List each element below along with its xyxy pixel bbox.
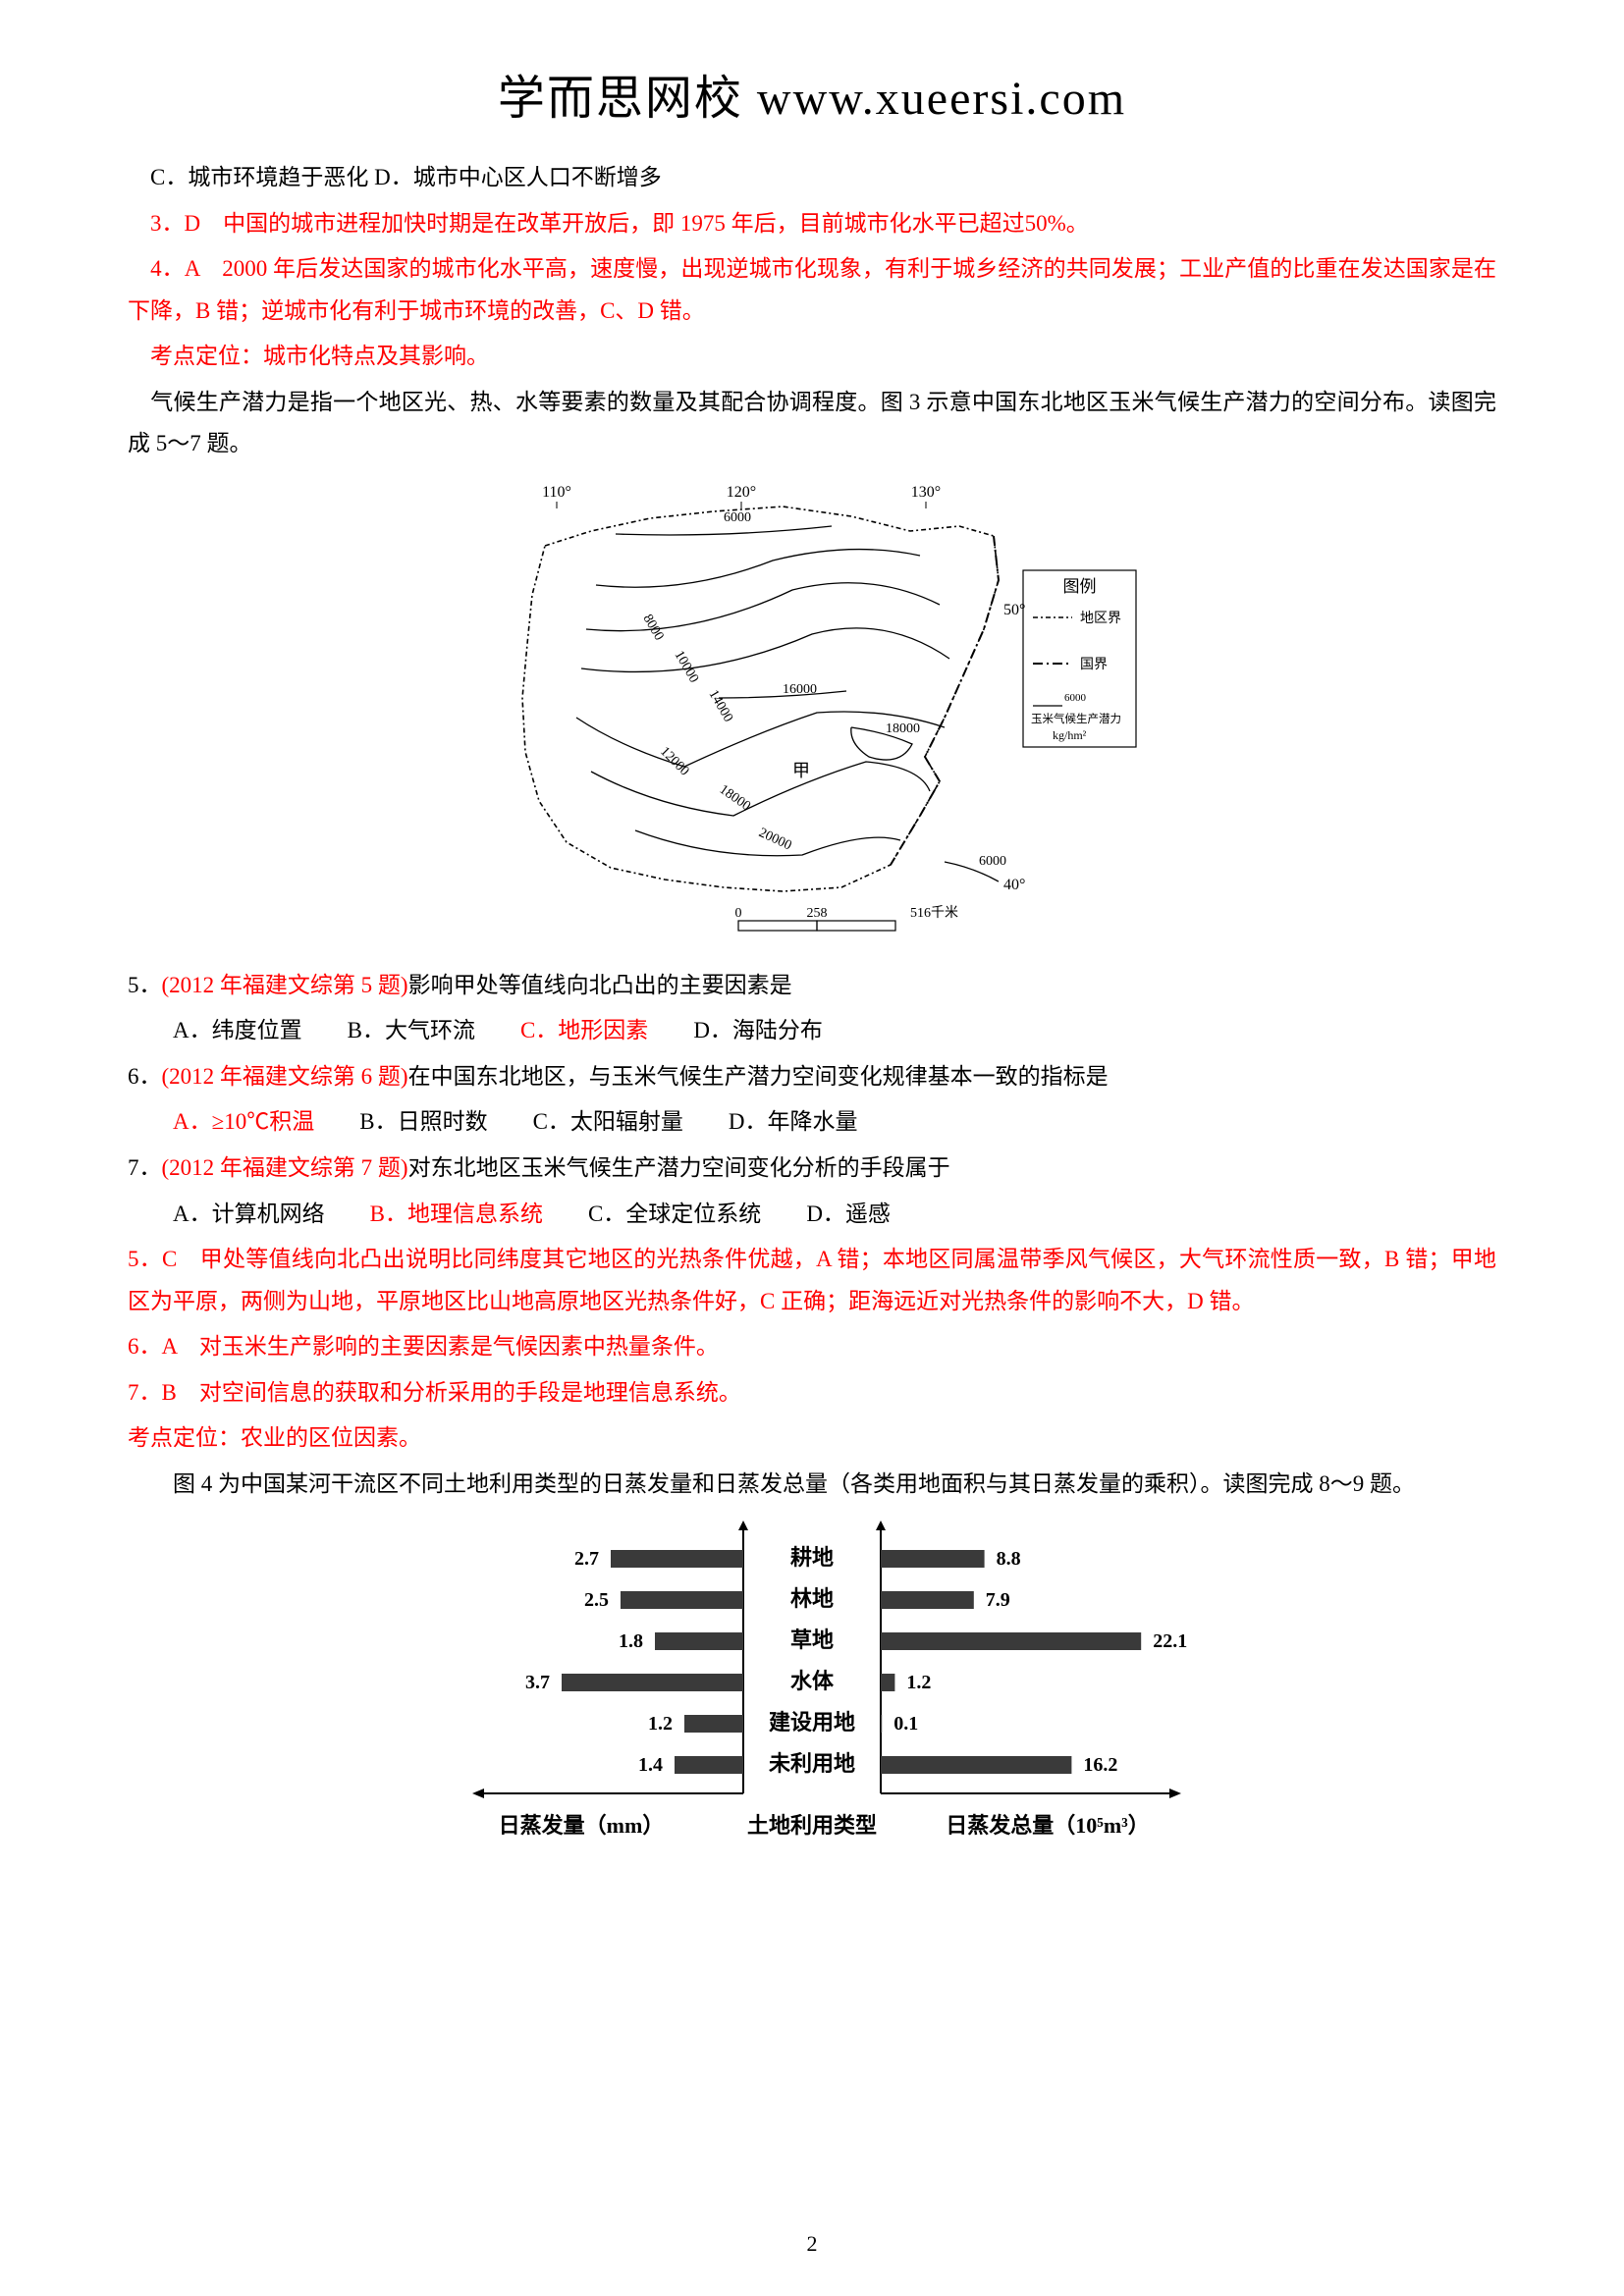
svg-text:1.2: 1.2 [648, 1713, 673, 1735]
q5-options: A．纬度位置 B．大气环流 C．地形因素 D．海陆分布 [128, 1010, 1496, 1052]
opt-d: D．城市中心区人口不断增多 [374, 165, 662, 189]
q5-b: B．大气环流 [348, 1018, 475, 1042]
bar-chart-svg: 耕地 2.7 8.8 林地 2.5 7.9 草地 1.8 22.1 水体 3.7 1.2 建设用地 1.2… [419, 1517, 1205, 1850]
q7-source: (2012 年福建文综第 7 题) [162, 1155, 408, 1180]
svg-text:国界: 国界 [1080, 658, 1108, 672]
svg-text:22.1: 22.1 [1153, 1630, 1187, 1652]
svg-text:林地: 林地 [790, 1586, 834, 1611]
svg-text:50°: 50° [1003, 602, 1025, 618]
q6-a: A．≥10℃积温 [173, 1109, 314, 1134]
q5-text: 影响甲处等值线向北凸出的主要因素是 [408, 973, 792, 997]
svg-text:2.7: 2.7 [574, 1548, 599, 1570]
q7-c: C．全球定位系统 [588, 1201, 761, 1226]
svg-text:土地利用类型: 土地利用类型 [747, 1813, 877, 1838]
svg-text:水体: 水体 [790, 1669, 835, 1693]
q5-prefix: 5． [128, 973, 162, 997]
svg-text:1.8: 1.8 [619, 1630, 643, 1652]
q7-a: A．计算机网络 [173, 1201, 325, 1226]
option-line-cd: C．城市环境趋于恶化 D．城市中心区人口不断增多 [128, 157, 1496, 199]
svg-text:20000: 20000 [756, 826, 793, 853]
svg-text:120°: 120° [727, 484, 756, 501]
page-number: 2 [807, 2231, 818, 2257]
svg-text:16000: 16000 [783, 682, 817, 697]
answer-7: 7．B 对空间信息的获取和分析采用的手段是地理信息系统。 [128, 1372, 1496, 1415]
q6-prefix: 6． [128, 1064, 162, 1089]
svg-text:2.5: 2.5 [584, 1589, 609, 1611]
svg-text:18000: 18000 [717, 782, 753, 814]
svg-text:8.8: 8.8 [997, 1548, 1021, 1570]
svg-text:日蒸发总量（10⁵m³）: 日蒸发总量（10⁵m³） [946, 1813, 1150, 1838]
answer-3: 3．D 中国的城市进程加快时期是在改革开放后，即 1975 年后，目前城市化水平… [128, 203, 1496, 245]
q6-text: 在中国东北地区，与玉米气候生产潜力空间变化规律基本一致的指标是 [408, 1064, 1109, 1089]
q6-d: D．年降水量 [729, 1109, 858, 1134]
svg-text:8000: 8000 [640, 612, 667, 643]
q5-d: D．海陆分布 [693, 1018, 823, 1042]
svg-text:14000: 14000 [706, 687, 735, 724]
svg-text:258: 258 [807, 906, 828, 921]
svg-text:18000: 18000 [886, 721, 920, 736]
kaodian-2: 考点定位：农业的区位因素。 [128, 1417, 1496, 1460]
svg-text:地区界: 地区界 [1080, 611, 1121, 626]
q5-c: C．地形因素 [520, 1018, 648, 1042]
answer-6: 6．A 对玉米生产影响的主要因素是气候因素中热量条件。 [128, 1326, 1496, 1368]
svg-text:16.2: 16.2 [1083, 1754, 1117, 1776]
svg-text:3.7: 3.7 [525, 1672, 550, 1693]
q7-prefix: 7． [128, 1155, 162, 1180]
svg-text:6000: 6000 [979, 854, 1006, 869]
svg-text:12000: 12000 [657, 744, 691, 778]
svg-text:130°: 130° [911, 484, 941, 501]
svg-text:草地: 草地 [790, 1628, 834, 1652]
q7-text: 对东北地区玉米气候生产潜力空间变化分析的手段属于 [408, 1155, 950, 1180]
map-svg: 110°120°130°50°40°6000800010000140001600… [478, 477, 1146, 948]
svg-text:0: 0 [735, 906, 742, 921]
svg-text:1.4: 1.4 [638, 1754, 663, 1776]
q6-source: (2012 年福建文综第 6 题) [162, 1064, 408, 1089]
intro-5-7: 气候生产潜力是指一个地区光、热、水等要素的数量及其配合协调程度。图 3 示意中国… [128, 382, 1496, 465]
svg-text:40°: 40° [1003, 877, 1025, 893]
svg-text:未利用地: 未利用地 [769, 1751, 855, 1776]
q5-a: A．纬度位置 [173, 1018, 302, 1042]
q6-c: C．太阳辐射量 [533, 1109, 683, 1134]
svg-text:建设用地: 建设用地 [769, 1710, 855, 1735]
question-6: 6．(2012 年福建文综第 6 题)在中国东北地区，与玉米气候生产潜力空间变化… [128, 1056, 1496, 1098]
map-figure: 110°120°130°50°40°6000800010000140001600… [128, 477, 1496, 953]
kaodian-1: 考点定位：城市化特点及其影响。 [128, 336, 1496, 378]
q7-d: D．遥感 [806, 1201, 891, 1226]
q6-b: B．日照时数 [359, 1109, 487, 1134]
q7-options: A．计算机网络 B．地理信息系统 C．全球定位系统 D．遥感 [128, 1194, 1496, 1236]
intro-8-9: 图 4 为中国某河干流区不同土地利用类型的日蒸发量和日蒸发总量（各类用地面积与其… [128, 1464, 1496, 1506]
q7-b: B．地理信息系统 [370, 1201, 543, 1226]
question-5: 5．(2012 年福建文综第 5 题)影响甲处等值线向北凸出的主要因素是 [128, 965, 1496, 1007]
svg-text:6000: 6000 [724, 510, 751, 525]
svg-text:玉米气候生产潜力: 玉米气候生产潜力 [1031, 712, 1121, 725]
q5-source: (2012 年福建文综第 5 题) [162, 973, 408, 997]
opt-c: C．城市环境趋于恶化 [128, 165, 374, 189]
page-header-title: 学而思网校 www.xueersi.com [128, 59, 1496, 128]
svg-text:110°: 110° [542, 484, 571, 501]
svg-text:7.9: 7.9 [986, 1589, 1010, 1611]
svg-text:甲: 甲 [792, 761, 810, 780]
svg-text:0.1: 0.1 [893, 1713, 918, 1735]
answer-4: 4．A 2000 年后发达国家的城市化水平高，速度慢，出现逆城市化现象，有利于城… [128, 248, 1496, 332]
bar-chart-figure: 耕地 2.7 8.8 林地 2.5 7.9 草地 1.8 22.1 水体 3.7 1.2 建设用地 1.2… [128, 1517, 1496, 1855]
svg-text:日蒸发量（mm）: 日蒸发量（mm） [499, 1813, 665, 1838]
question-7: 7．(2012 年福建文综第 7 题)对东北地区玉米气候生产潜力空间变化分析的手… [128, 1148, 1496, 1190]
svg-text:耕地: 耕地 [790, 1545, 834, 1570]
answer-5: 5．C 甲处等值线向北凸出说明比同纬度其它地区的光热条件优越，A 错；本地区同属… [128, 1239, 1496, 1322]
svg-text:516千米: 516千米 [910, 905, 958, 921]
svg-text:图例: 图例 [1063, 577, 1097, 596]
q6-options: A．≥10℃积温 B．日照时数 C．太阳辐射量 D．年降水量 [128, 1101, 1496, 1144]
svg-text:6000: 6000 [1064, 692, 1087, 704]
svg-text:kg/hm²: kg/hm² [1053, 728, 1087, 742]
svg-text:1.2: 1.2 [906, 1672, 931, 1693]
